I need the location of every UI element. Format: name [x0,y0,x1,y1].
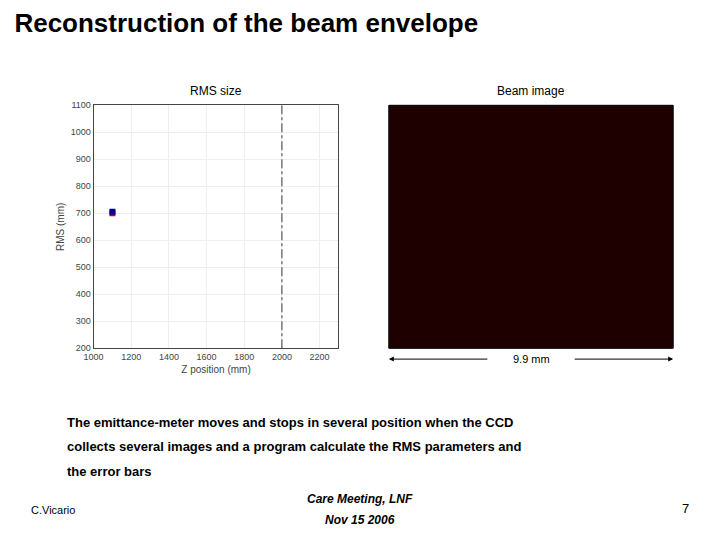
svg-text:500: 500 [76,262,91,272]
svg-text:7: 7 [682,501,689,516]
svg-text:200: 200 [76,343,91,353]
svg-text:Reconstruction of the beam env: Reconstruction of the beam envelope [14,8,478,38]
svg-text:RMS (mm): RMS (mm) [55,203,66,251]
svg-text:2000: 2000 [272,352,292,362]
svg-text:400: 400 [76,289,91,299]
svg-text:Nov 15 2006: Nov 15 2006 [325,513,395,527]
svg-text:the error bars: the error bars [67,464,152,479]
svg-text:1000: 1000 [84,352,104,362]
svg-text:900: 900 [76,154,91,164]
svg-text:Care Meeting, LNF: Care Meeting, LNF [307,492,413,506]
svg-text:RMS size: RMS size [190,84,242,98]
svg-text:Beam image: Beam image [497,84,565,98]
svg-text:300: 300 [76,316,91,326]
svg-text:700: 700 [76,208,91,218]
svg-text:800: 800 [76,181,91,191]
svg-text:2200: 2200 [310,352,330,362]
svg-text:1000: 1000 [71,127,91,137]
svg-text:C.Vicario: C.Vicario [31,504,75,516]
svg-text:1400: 1400 [159,352,179,362]
svg-text:The emittance-meter moves and: The emittance-meter moves and stops in s… [67,415,513,430]
svg-text:1200: 1200 [121,352,141,362]
svg-text:1100: 1100 [71,100,90,110]
svg-text:Z position (mm): Z position (mm) [181,364,250,375]
svg-text:1800: 1800 [234,352,254,362]
svg-text:1600: 1600 [197,352,217,362]
svg-text:collects several images and a: collects several images and a program ca… [67,439,522,454]
svg-text:600: 600 [76,235,91,245]
svg-text:9.9 mm: 9.9 mm [513,353,550,365]
